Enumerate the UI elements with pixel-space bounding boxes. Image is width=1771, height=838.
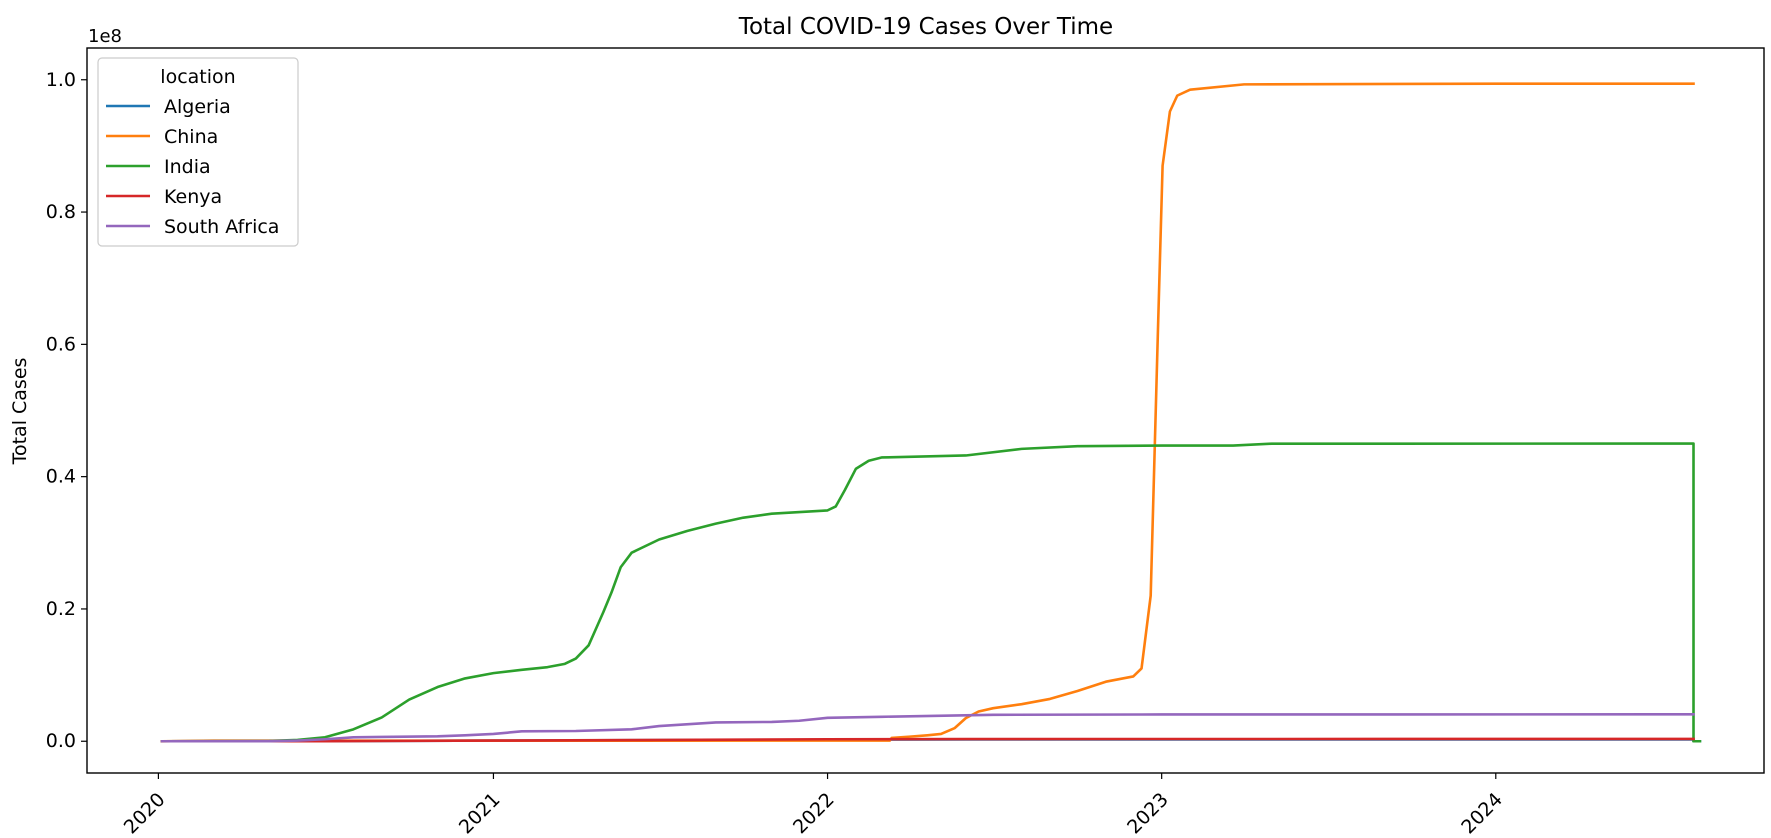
y-tick-label: 0.6 <box>46 333 76 355</box>
series-line-south-africa <box>160 713 1695 743</box>
legend-label: China <box>164 126 218 148</box>
legend-label: India <box>164 156 211 178</box>
y-tick-label: 0.8 <box>46 201 76 223</box>
y-tick-label: 0.4 <box>46 466 76 488</box>
y-tick-label: 0.2 <box>46 598 76 620</box>
x-tick-label: 2022 <box>789 789 839 838</box>
x-tick-label: 2024 <box>1457 789 1507 838</box>
plot-frame <box>86 47 1765 774</box>
y-axis-label: Total Cases <box>9 358 31 466</box>
legend-label: South Africa <box>164 216 279 238</box>
y-tick-label: 0.0 <box>46 730 76 752</box>
y-axis: 0.0 0.2 0.4 0.6 0.8 1.0 <box>46 69 87 752</box>
x-tick-label: 2021 <box>455 789 505 838</box>
series-line-china <box>160 82 1695 743</box>
series-line-india <box>160 442 1702 743</box>
x-tick-label: 2023 <box>1123 789 1173 838</box>
legend: location Algeria China India Kenya South Afri… <box>97 57 299 247</box>
y-tick-label: 1.0 <box>46 69 76 91</box>
x-axis: 2020 2021 2022 2023 2024 <box>120 773 1507 838</box>
chart-title: Total COVID-19 Cases Over Time <box>738 14 1113 40</box>
legend-title: location <box>160 66 235 88</box>
legend-label: Kenya <box>164 186 222 208</box>
y-offset-label: 1e8 <box>88 26 122 47</box>
series-line-kenya <box>160 737 1695 743</box>
x-tick-label: 2020 <box>120 789 170 838</box>
legend-label: Algeria <box>164 96 231 118</box>
series-layer <box>160 82 1702 743</box>
